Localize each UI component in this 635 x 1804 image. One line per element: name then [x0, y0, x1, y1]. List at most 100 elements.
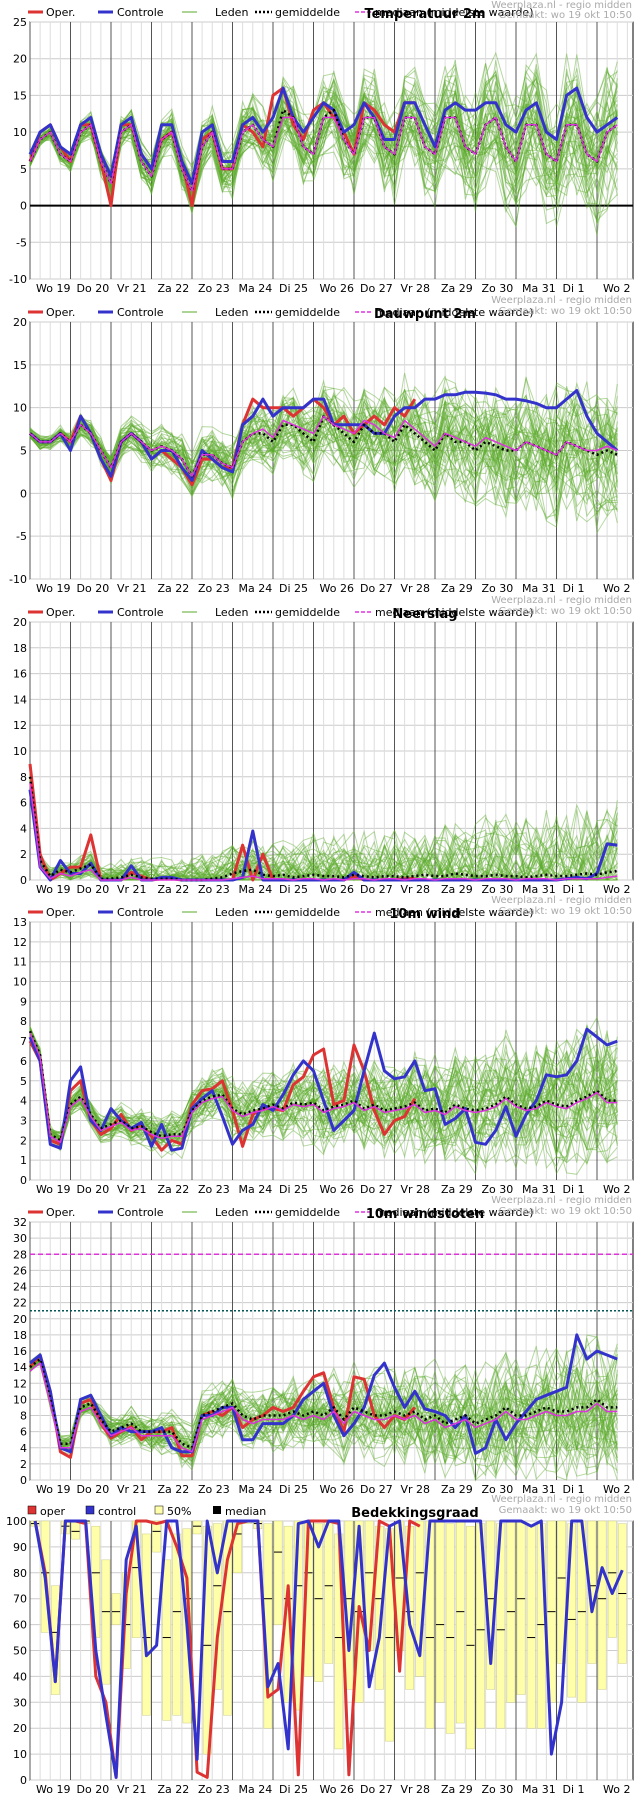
x-tick-label: Do 20: [77, 1783, 110, 1796]
x-tick-label: Zo 30: [482, 282, 514, 295]
x-tick-label: Do 27: [360, 282, 393, 295]
cloud-band-bar: [607, 1520, 617, 1638]
ensemble-member-line: [29, 1030, 618, 1147]
ensemble-member-line: [29, 70, 618, 196]
ensemble-member-line: [29, 420, 618, 524]
legend-control-swatch: [85, 1505, 95, 1515]
x-tick-label: Za 22: [158, 1483, 190, 1496]
y-tick-label: 5: [20, 163, 27, 176]
ensemble-member-line: [29, 1026, 618, 1137]
y-tick-label: 20: [13, 1313, 27, 1326]
ensemble-member-line: [29, 69, 618, 186]
x-tick-label: Wo 2: [603, 883, 630, 896]
x-tick-label: Zo 30: [482, 1183, 514, 1196]
x-tick-label: Vr 21: [117, 582, 147, 595]
ensemble-member-line: [29, 775, 618, 882]
ensemble-member-line: [29, 1035, 618, 1166]
x-tick-label: Di 1: [563, 282, 585, 295]
y-tick-label: 6: [20, 1426, 27, 1439]
legend-oper-label: Oper.: [46, 6, 75, 19]
x-tick-label: Ma 24: [239, 282, 273, 295]
legend-median-label: mediaan (middelste waarde): [375, 906, 533, 919]
oper-line: [28, 1353, 416, 1459]
y-tick-label: 60: [13, 1619, 27, 1632]
ensemble-member-line: [29, 777, 618, 882]
ensemble-member-line: [29, 119, 618, 228]
ensemble-member-line: [29, 773, 618, 882]
y-tick-label: 8: [20, 1015, 27, 1028]
legend-oper-label: oper: [40, 1505, 65, 1518]
y-tick-label: 9: [20, 995, 27, 1008]
legend-members-label: Leden: [215, 906, 248, 919]
ensemble-member-line: [29, 1034, 618, 1176]
x-tick-label: Wo 19: [36, 282, 70, 295]
ensemble-member-line: [29, 108, 618, 208]
ensemble-member-line: [29, 1354, 618, 1456]
x-tick-label: Do 20: [77, 1483, 110, 1496]
legend-mean-label: gemiddelde: [275, 6, 340, 19]
cloud-band-bar: [435, 1520, 445, 1703]
y-tick-label: 12: [13, 719, 27, 732]
median-line: [29, 116, 618, 192]
x-tick-label: Di 1: [563, 883, 585, 896]
x-tick-label: Wo 19: [36, 883, 70, 896]
legend-members-label: Leden: [215, 606, 248, 619]
legend-members-label: Leden: [215, 6, 248, 19]
panel-2: -10 -5 0 5 10 15 20 Wo 19 Do 20 Vr 21 Za 22 Zo 23 Ma…: [9, 295, 634, 595]
x-tick-label: Ma 31: [522, 582, 556, 595]
cloud-band-bar: [273, 1520, 283, 1625]
x-tick-label: Vr 28: [401, 883, 431, 896]
y-tick-label: 28: [13, 1248, 27, 1261]
legend-control-label: control: [98, 1505, 136, 1518]
y-tick-label: 4: [20, 822, 27, 835]
legend-median-label: mediaan (middelste waarde): [375, 606, 533, 619]
x-tick-label: Za 22: [158, 1183, 190, 1196]
ensemble-member-line: [29, 780, 618, 881]
legend-mean-label: gemiddelde: [275, 906, 340, 919]
ensemble-member-line: [29, 1364, 618, 1469]
y-tick-label: 7: [20, 1035, 27, 1048]
x-tick-label: Wo 26: [320, 1183, 354, 1196]
y-tick-label: 6: [20, 797, 27, 810]
ensemble-member-line: [29, 1029, 618, 1148]
ensemble-member-line: [29, 1358, 618, 1464]
ensemble-member-line: [29, 101, 618, 215]
legend-members-label: Leden: [215, 1206, 248, 1219]
ensemble-member-line: [29, 94, 618, 208]
cloud-band-bar: [445, 1523, 455, 1734]
source-label: Weerplaza.nl - regio midden: [491, 1494, 632, 1505]
source-label: Weerplaza.nl - regio midden: [491, 895, 632, 906]
ensemble-member-line: [29, 74, 618, 185]
x-tick-label: Di 25: [279, 1183, 308, 1196]
ensemble-member-line: [29, 111, 618, 236]
y-tick-label: 4: [20, 1095, 27, 1108]
ensemble-member-line: [29, 102, 618, 190]
ensemble-member-line: [29, 1360, 618, 1455]
legend-median-label: median: [225, 1505, 266, 1518]
y-tick-label: 0: [20, 1174, 27, 1187]
x-tick-label: Do 27: [360, 582, 393, 595]
ensemble-member-line: [29, 96, 618, 203]
ensemble-member-line: [29, 399, 618, 489]
y-tick-label: 2: [20, 1134, 27, 1147]
cloud-band-bar: [71, 1520, 80, 1540]
y-tick-label: 15: [13, 359, 27, 372]
panel-3: 0 2 4 6 8 10 12 14 16 18 20 Wo 19 Do 20 Vr 21 Za 22 Zo …: [13, 595, 634, 896]
oper-line: [33, 1519, 421, 1779]
ensemble-member-line: [29, 76, 618, 187]
x-tick-label: Di 25: [279, 282, 308, 295]
ensemble-member-line: [29, 1355, 618, 1458]
cloud-band-bar: [192, 1520, 202, 1535]
x-tick-label: Wo 19: [36, 1483, 70, 1496]
y-tick-label: 8: [20, 771, 27, 784]
x-tick-label: Di 25: [279, 883, 308, 896]
ensemble-member-line: [29, 379, 618, 476]
ensemble-member-line: [29, 1024, 618, 1142]
y-tick-label: 0: [20, 487, 27, 500]
x-tick-label: Do 27: [360, 883, 393, 896]
ensemble-member-line: [29, 102, 618, 206]
y-tick-label: 90: [13, 1541, 27, 1554]
ensemble-member-line: [29, 426, 618, 518]
legend-oper-swatch: [27, 1505, 37, 1515]
